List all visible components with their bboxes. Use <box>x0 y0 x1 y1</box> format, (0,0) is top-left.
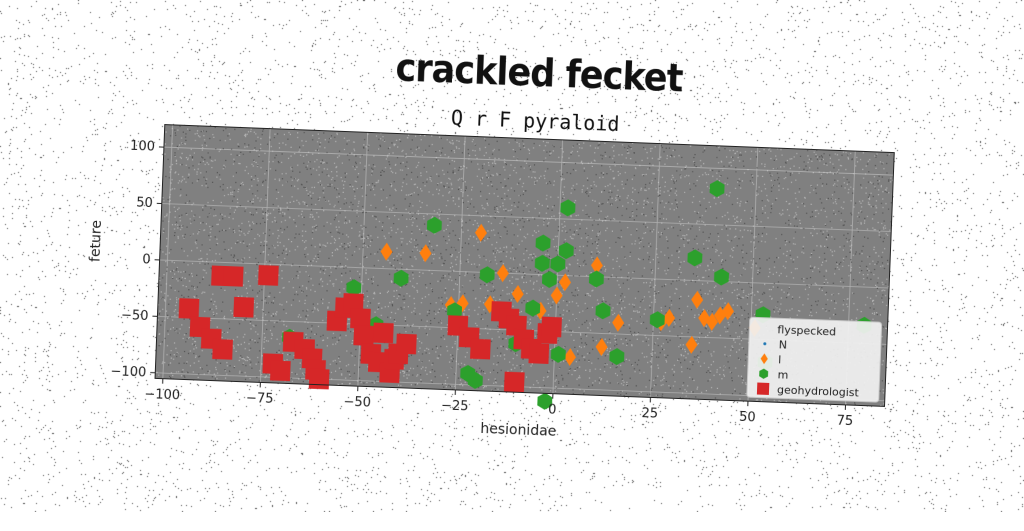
point-geohydrologist <box>223 266 244 287</box>
point-geohydrologist <box>541 317 562 338</box>
point-geohydrologist <box>528 343 549 364</box>
legend-label-m: m <box>777 368 788 381</box>
point-geohydrologist <box>353 325 374 346</box>
y-tick-label: −50 <box>121 308 149 324</box>
x-tick-label: −25 <box>441 398 469 414</box>
x-tick-label: −75 <box>246 391 274 407</box>
x-tick-label: 0 <box>548 403 557 418</box>
point-geohydrologist <box>233 297 254 318</box>
point-geohydrologist <box>504 372 525 393</box>
x-tick-label: −100 <box>144 387 180 403</box>
point-geohydrologist <box>179 298 200 319</box>
x-tick-label: 25 <box>641 406 658 422</box>
point-geohydrologist <box>373 323 394 344</box>
point-geohydrologist <box>309 369 330 390</box>
legend-label-l: l <box>778 353 782 366</box>
y-axis-label: feture <box>87 220 105 263</box>
x-tick-label: 50 <box>739 410 756 426</box>
legend-marker-geohydrologist <box>757 383 769 395</box>
y-tick-label: 0 <box>142 252 151 267</box>
point-geohydrologist <box>258 265 279 286</box>
x-tick-label: −50 <box>343 395 371 411</box>
y-tick-label: 100 <box>130 139 155 155</box>
point-geohydrologist <box>270 360 291 381</box>
point-geohydrologist <box>470 339 491 360</box>
y-tick-label: −100 <box>110 364 146 380</box>
point-geohydrologist <box>396 334 417 355</box>
x-tick-label: 75 <box>836 414 853 430</box>
x-axis-label: hesionidae <box>480 421 557 440</box>
legend-label-N: N <box>779 338 788 351</box>
point-geohydrologist <box>212 339 233 360</box>
y-tick-label: 50 <box>136 196 153 212</box>
legend-title: flyspecked <box>777 323 836 338</box>
